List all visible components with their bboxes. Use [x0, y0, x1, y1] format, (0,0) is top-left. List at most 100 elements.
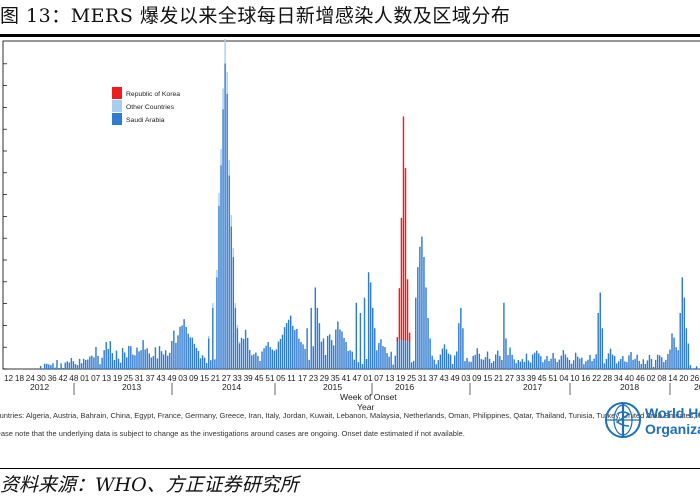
- bar-saudi: [599, 292, 601, 369]
- bar-saudi: [310, 307, 312, 370]
- x-week-tick-label: 46: [636, 374, 646, 383]
- bar-saudi: [191, 337, 194, 369]
- bar-saudi: [232, 256, 235, 369]
- bar-saudi: [353, 359, 355, 369]
- x-week-tick-label: 16: [581, 374, 591, 383]
- bar-saudi: [581, 357, 583, 369]
- bar-saudi: [681, 277, 683, 369]
- x-week-tick-label: 51: [265, 374, 275, 383]
- bar-saudi: [283, 327, 286, 369]
- bar-saudi: [345, 341, 347, 369]
- bar-saudi: [691, 368, 694, 369]
- bar-saudi: [656, 354, 659, 369]
- bar-saudi: [511, 354, 513, 369]
- x-week-tick-label: 22: [592, 374, 602, 383]
- bar-saudi: [618, 361, 620, 369]
- bar-saudi: [398, 339, 401, 369]
- bar-saudi: [685, 328, 688, 369]
- bar-saudi: [410, 362, 413, 369]
- bar-saudi: [52, 363, 54, 369]
- bar-saudi: [695, 366, 698, 369]
- x-week-tick-label: 17: [298, 374, 308, 383]
- bar-other: [208, 335, 210, 339]
- bar-saudi: [259, 361, 261, 369]
- bar-saudi: [622, 356, 624, 369]
- legend-label-korea: Republic of Korea: [126, 91, 180, 98]
- bar-saudi: [292, 325, 294, 369]
- bar-saudi: [119, 362, 122, 369]
- bar-saudi: [320, 341, 323, 369]
- bar-saudi: [175, 342, 177, 369]
- x-year-label: 2016: [395, 382, 414, 392]
- bar-saudi: [234, 307, 237, 370]
- bar-saudi: [441, 348, 444, 369]
- bar-saudi: [458, 323, 460, 369]
- bar-saudi: [689, 365, 692, 369]
- bar-saudi: [255, 352, 257, 369]
- bar-saudi: [462, 328, 464, 369]
- x-week-tick-label: 01: [363, 374, 373, 383]
- bar-saudi: [451, 364, 454, 369]
- bar-saudi: [164, 350, 167, 369]
- bar-saudi: [634, 358, 636, 369]
- x-week-tick-label: 40: [625, 374, 635, 383]
- bar-saudi: [417, 267, 419, 370]
- x-year-label: 2014: [222, 382, 241, 392]
- x-week-tick-label: 37: [146, 374, 156, 383]
- bar-saudi: [212, 307, 214, 370]
- bar-saudi: [505, 338, 507, 369]
- bar-saudi: [423, 256, 425, 369]
- x-week-tick-label: 13: [385, 374, 395, 383]
- legend-label-other: Other Countries: [126, 104, 175, 111]
- bar-saudi: [224, 63, 226, 370]
- bar-saudi: [523, 361, 526, 369]
- bar-saudi: [562, 350, 565, 369]
- bar-saudi: [492, 361, 495, 369]
- bar-saudi: [238, 343, 241, 369]
- x-week-tick-label: 48: [69, 374, 79, 383]
- bar-saudi: [326, 335, 329, 369]
- bar-saudi: [298, 338, 300, 369]
- bar-saudi: [533, 352, 536, 369]
- bar-saudi: [50, 365, 52, 369]
- x-week-tick-label: 28: [603, 374, 613, 383]
- x-week-tick-label: 19: [113, 374, 123, 383]
- bar-saudi: [376, 350, 378, 369]
- bar-saudi: [169, 352, 171, 369]
- countries-note: Countries: Algeria, Austria, Bahrain, Ch…: [0, 411, 700, 420]
- bar-saudi: [273, 350, 276, 369]
- x-week-tick-label: 45: [538, 374, 548, 383]
- bar-saudi: [275, 349, 278, 369]
- bar-saudi: [167, 355, 169, 369]
- x-week-tick-label: 35: [331, 374, 341, 383]
- legend: Republic of Korea Other Countries Saudi …: [112, 87, 180, 125]
- bar-saudi: [300, 342, 302, 369]
- bar-saudi: [347, 351, 349, 369]
- bar-saudi: [54, 367, 56, 369]
- bar-saudi: [318, 323, 321, 369]
- bar-saudi: [408, 342, 411, 369]
- bar-saudi: [593, 358, 595, 369]
- bar-saudi: [538, 353, 540, 369]
- x-axis-title: Week of Onset: [340, 392, 397, 402]
- bar-saudi: [484, 357, 487, 369]
- bar-saudi: [296, 328, 298, 369]
- bar-saudi: [460, 307, 462, 370]
- bar-saudi: [585, 361, 587, 369]
- who-logo-line2: Organization: [645, 421, 700, 437]
- bar-saudi: [148, 353, 150, 369]
- bar-saudi: [556, 362, 558, 369]
- bar-saudi: [601, 328, 604, 369]
- bar-korea: [398, 288, 401, 340]
- bar-saudi: [603, 363, 606, 369]
- bar-saudi: [121, 348, 124, 369]
- bar-saudi: [339, 329, 341, 369]
- bar-saudi: [89, 356, 91, 369]
- bar-saudi: [70, 357, 73, 369]
- bar-saudi: [331, 340, 333, 369]
- bar-saudi: [58, 368, 60, 369]
- bar-saudi: [263, 348, 265, 369]
- bar-saudi: [468, 361, 470, 369]
- bar-saudi: [663, 362, 665, 369]
- bar-saudi: [456, 351, 458, 369]
